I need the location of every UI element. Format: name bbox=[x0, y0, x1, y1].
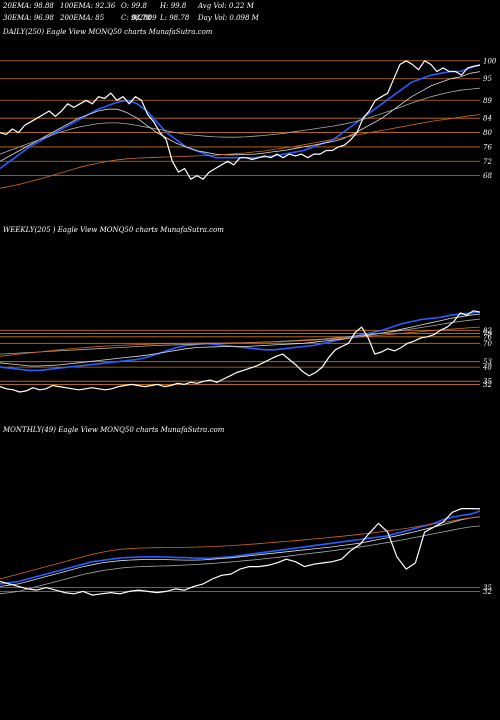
low-readout: L: 98.78 bbox=[160, 14, 190, 22]
y-tick-label: 35 bbox=[483, 378, 492, 386]
y-tick-label: 82 bbox=[483, 327, 492, 335]
ema-line bbox=[0, 516, 481, 587]
y-tick-label: 48 bbox=[482, 364, 492, 372]
ema-line bbox=[0, 311, 481, 372]
ema-line bbox=[0, 87, 481, 155]
y-tick-label: 95 bbox=[483, 75, 492, 83]
ema100-readout: 100EMA: 92.36 bbox=[60, 2, 116, 10]
ema-line bbox=[0, 71, 481, 162]
price-line bbox=[0, 508, 481, 596]
y-tick-label: 79 bbox=[483, 330, 492, 338]
ema-line bbox=[0, 313, 481, 367]
price-line bbox=[0, 310, 481, 393]
y-tick-label: 32 bbox=[483, 381, 492, 389]
day-vol-readout: Day Vol: 0.098 M bbox=[198, 14, 259, 22]
overlap-readout: 0/2809 bbox=[132, 14, 157, 22]
y-tick-label: 32 bbox=[483, 588, 492, 596]
ema200-readout: 200EMA: 85 bbox=[60, 14, 105, 22]
y-tick-label: 76 bbox=[483, 333, 492, 341]
ema-line bbox=[0, 326, 481, 357]
price-line bbox=[0, 60, 481, 180]
ema-line bbox=[0, 64, 481, 170]
avg-vol-readout: Avg Vol: 0.22 M bbox=[198, 2, 254, 10]
y-tick-label: 84 bbox=[483, 115, 492, 123]
close-readout: C: 98.78 bbox=[121, 14, 151, 22]
weekly-panel-label: WEEKLY(205 ) Eagle View MONQ50 charts Mu… bbox=[3, 226, 224, 234]
ema-line bbox=[0, 525, 481, 595]
daily-panel-label: DAILY(250) Eagle View MONQ50 charts Muna… bbox=[3, 28, 213, 36]
y-tick-label: 76 bbox=[483, 143, 492, 151]
y-tick-label: 70 bbox=[483, 340, 492, 348]
y-tick-label: 68 bbox=[483, 172, 492, 180]
y-tick-label: 80 bbox=[483, 129, 492, 137]
y-tick-label: 72 bbox=[483, 158, 492, 166]
ema-line bbox=[0, 516, 481, 580]
monthly-panel-label: MONTHLY(49) Eagle View MONQ50 charts Mun… bbox=[3, 426, 225, 434]
high-readout: H: 99.8 bbox=[160, 2, 187, 10]
y-tick-label: 100 bbox=[483, 57, 497, 65]
y-tick-label: 53 bbox=[483, 358, 492, 366]
open-readout: O: 99.8 bbox=[121, 2, 147, 10]
ema30-readout: 30EMA: 96.98 bbox=[3, 14, 54, 22]
ema-line bbox=[0, 510, 481, 585]
ema-line bbox=[0, 114, 481, 189]
y-tick-label: 35 bbox=[483, 584, 492, 592]
ema20-readout: 20EMA: 98.88 bbox=[3, 2, 54, 10]
y-tick-label: 89 bbox=[483, 97, 492, 105]
